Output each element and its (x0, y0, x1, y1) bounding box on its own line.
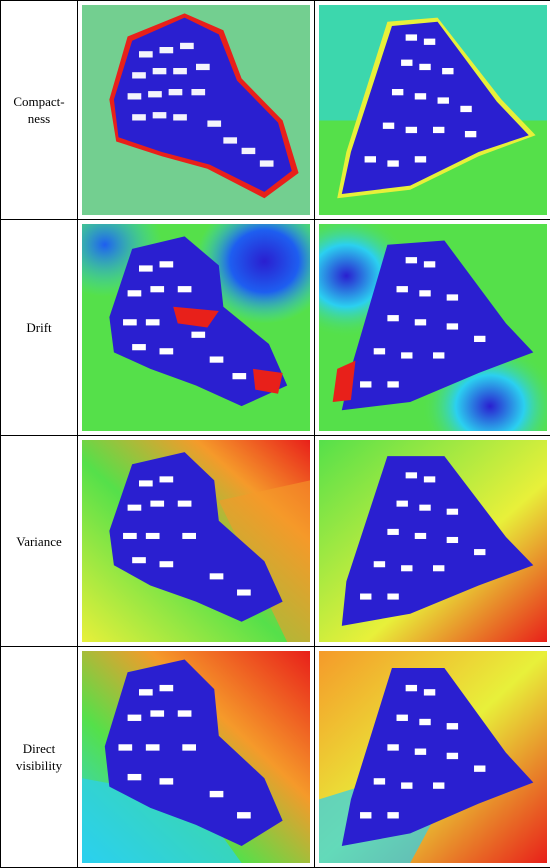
map-right-direct-visibility (315, 647, 550, 868)
label-line: visibility (1, 757, 77, 774)
row-direct-visibility: Direct visibility (1, 647, 550, 868)
row-label-compactness: Compact- ness (1, 1, 78, 220)
heatmap-image (319, 440, 547, 642)
map-left-compactness (78, 1, 315, 220)
heatmap-image (82, 5, 310, 215)
heatmap-image (319, 651, 547, 863)
row-drift: Drift (1, 220, 550, 436)
label-line: Variance (1, 533, 77, 550)
heatmap-image (82, 224, 310, 431)
heatmap-image (82, 440, 310, 642)
label-line: Direct (1, 740, 77, 757)
label-line: Compact- (1, 93, 77, 110)
label-line: ness (1, 110, 77, 127)
row-label-drift: Drift (1, 220, 78, 436)
map-right-drift (315, 220, 550, 436)
heatmap-image (319, 5, 547, 215)
row-compactness: Compact- ness (1, 1, 550, 220)
label-line: Drift (1, 319, 77, 336)
map-left-direct-visibility (78, 647, 315, 868)
map-right-compactness (315, 1, 550, 220)
map-left-variance (78, 436, 315, 647)
map-right-variance (315, 436, 550, 647)
row-label-variance: Variance (1, 436, 78, 647)
map-left-drift (78, 220, 315, 436)
row-label-direct-visibility: Direct visibility (1, 647, 78, 868)
row-variance: Variance (1, 436, 550, 647)
heatmap-image (82, 651, 310, 863)
heatmap-image (319, 224, 547, 431)
